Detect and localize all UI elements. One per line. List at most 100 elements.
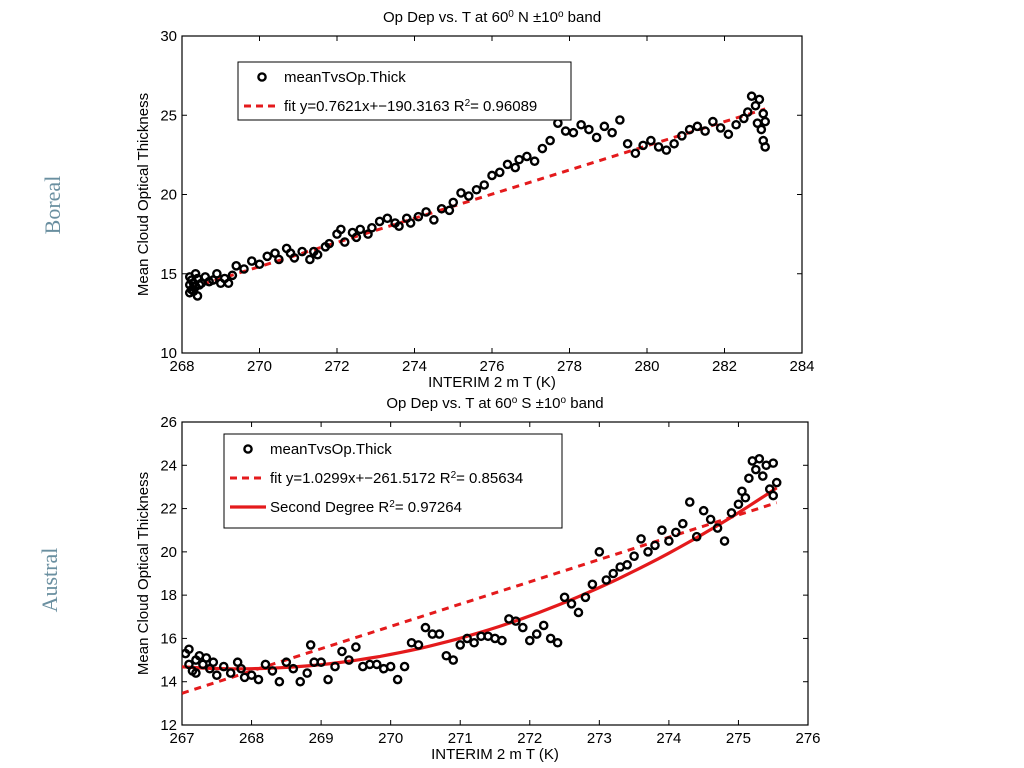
x-tick-label: 269 — [309, 730, 334, 747]
data-point — [566, 599, 577, 609]
data-point — [573, 607, 584, 618]
data-point — [192, 291, 203, 301]
data-point — [267, 666, 278, 676]
data-point — [413, 211, 424, 222]
data-point — [382, 213, 393, 224]
data-point — [559, 592, 570, 603]
data-point — [191, 668, 201, 678]
data-point — [225, 668, 236, 678]
y-tick-label: 12 — [160, 717, 177, 734]
y-tick-label: 15 — [160, 266, 177, 283]
data-point — [246, 256, 257, 266]
data-point — [553, 118, 563, 128]
x-tick-label: 271 — [448, 730, 473, 747]
data-point — [288, 663, 299, 674]
data-point — [494, 167, 505, 178]
data-point — [223, 278, 234, 289]
y-tick-label: 24 — [160, 457, 177, 474]
y-tick-label: 26 — [160, 414, 177, 431]
data-point — [448, 655, 459, 665]
data-point — [371, 659, 382, 670]
plot-frame — [181, 421, 809, 726]
data-point — [615, 115, 625, 125]
data-point — [607, 127, 617, 138]
x-tick-label: 282 — [712, 358, 737, 375]
x-tick-label: 268 — [169, 358, 194, 375]
data-point — [441, 650, 452, 661]
data-point — [253, 674, 264, 685]
data-point — [510, 162, 521, 173]
data-point — [601, 575, 612, 585]
data-point — [218, 661, 229, 672]
data-point — [587, 579, 598, 590]
data-point — [723, 129, 734, 140]
data-point — [629, 551, 639, 561]
data-point — [518, 622, 528, 633]
data-point — [297, 246, 307, 257]
chart-panel-2: 267 268 269 270 271 272 273 274 275 276 12 14 16 18 20… — [135, 395, 821, 764]
data-point — [576, 119, 586, 130]
data-point — [421, 207, 431, 217]
data-point — [208, 657, 219, 668]
data-point — [742, 107, 753, 117]
data-point — [684, 497, 695, 507]
chart-title: Op Dep vs. T at 60o S ±10o band — [386, 395, 603, 413]
data-point — [580, 592, 591, 603]
y-tick-label: 10 — [160, 345, 177, 362]
data-point — [638, 140, 648, 151]
data-point — [184, 644, 194, 655]
data-point — [552, 637, 563, 648]
legend-marker-points — [243, 444, 253, 454]
data-point — [715, 123, 726, 133]
data-point — [394, 221, 404, 231]
data-point — [274, 676, 285, 687]
data-point — [698, 505, 709, 516]
data-point — [190, 268, 201, 279]
data-point — [630, 148, 641, 159]
data-point — [479, 180, 490, 190]
y-axis-label: Mean Cloud Optical Thickness — [135, 93, 152, 296]
data-point — [355, 224, 366, 235]
x-axis-label: INTERIM 2 m T (K) — [431, 746, 559, 763]
data-point — [211, 670, 222, 681]
data-point — [545, 135, 555, 146]
data-point — [324, 238, 335, 249]
data-point — [281, 657, 292, 668]
data-point — [692, 121, 703, 132]
data-point — [434, 629, 445, 639]
data-point — [760, 142, 770, 152]
x-tick-label: 278 — [557, 358, 582, 375]
linear-fit-line — [182, 501, 778, 695]
data-point — [538, 620, 549, 631]
data-point — [502, 159, 513, 170]
data-point — [768, 458, 779, 468]
chart-panel-1: 268 270 272 274 276 278 280 282 284 10 15 20 25 30 Op … — [135, 9, 815, 392]
data-point — [420, 622, 431, 633]
data-point — [260, 659, 271, 670]
data-point — [531, 629, 542, 639]
data-point — [726, 508, 737, 518]
chart-title: Op Dep vs. T at 600 N ±10o band — [383, 9, 601, 27]
data-point — [405, 218, 416, 228]
data-point — [568, 127, 579, 138]
x-tick-label: 284 — [789, 358, 814, 375]
data-point — [239, 264, 249, 274]
x-tick-label: 276 — [795, 730, 820, 747]
data-point — [768, 490, 779, 501]
legend-marker-points — [257, 72, 267, 82]
data-point — [462, 633, 472, 644]
data-point — [312, 249, 323, 260]
data-point — [522, 151, 532, 162]
data-point — [740, 492, 751, 503]
data-point — [413, 640, 424, 650]
y-tick-label: 18 — [160, 587, 177, 604]
x-tick-label: 274 — [656, 730, 681, 747]
data-point — [653, 142, 664, 152]
data-point — [636, 534, 646, 544]
data-point — [305, 640, 316, 650]
data-point — [700, 126, 710, 136]
data-point — [316, 657, 326, 668]
x-tick-label: 270 — [378, 730, 403, 747]
data-point — [591, 132, 602, 143]
